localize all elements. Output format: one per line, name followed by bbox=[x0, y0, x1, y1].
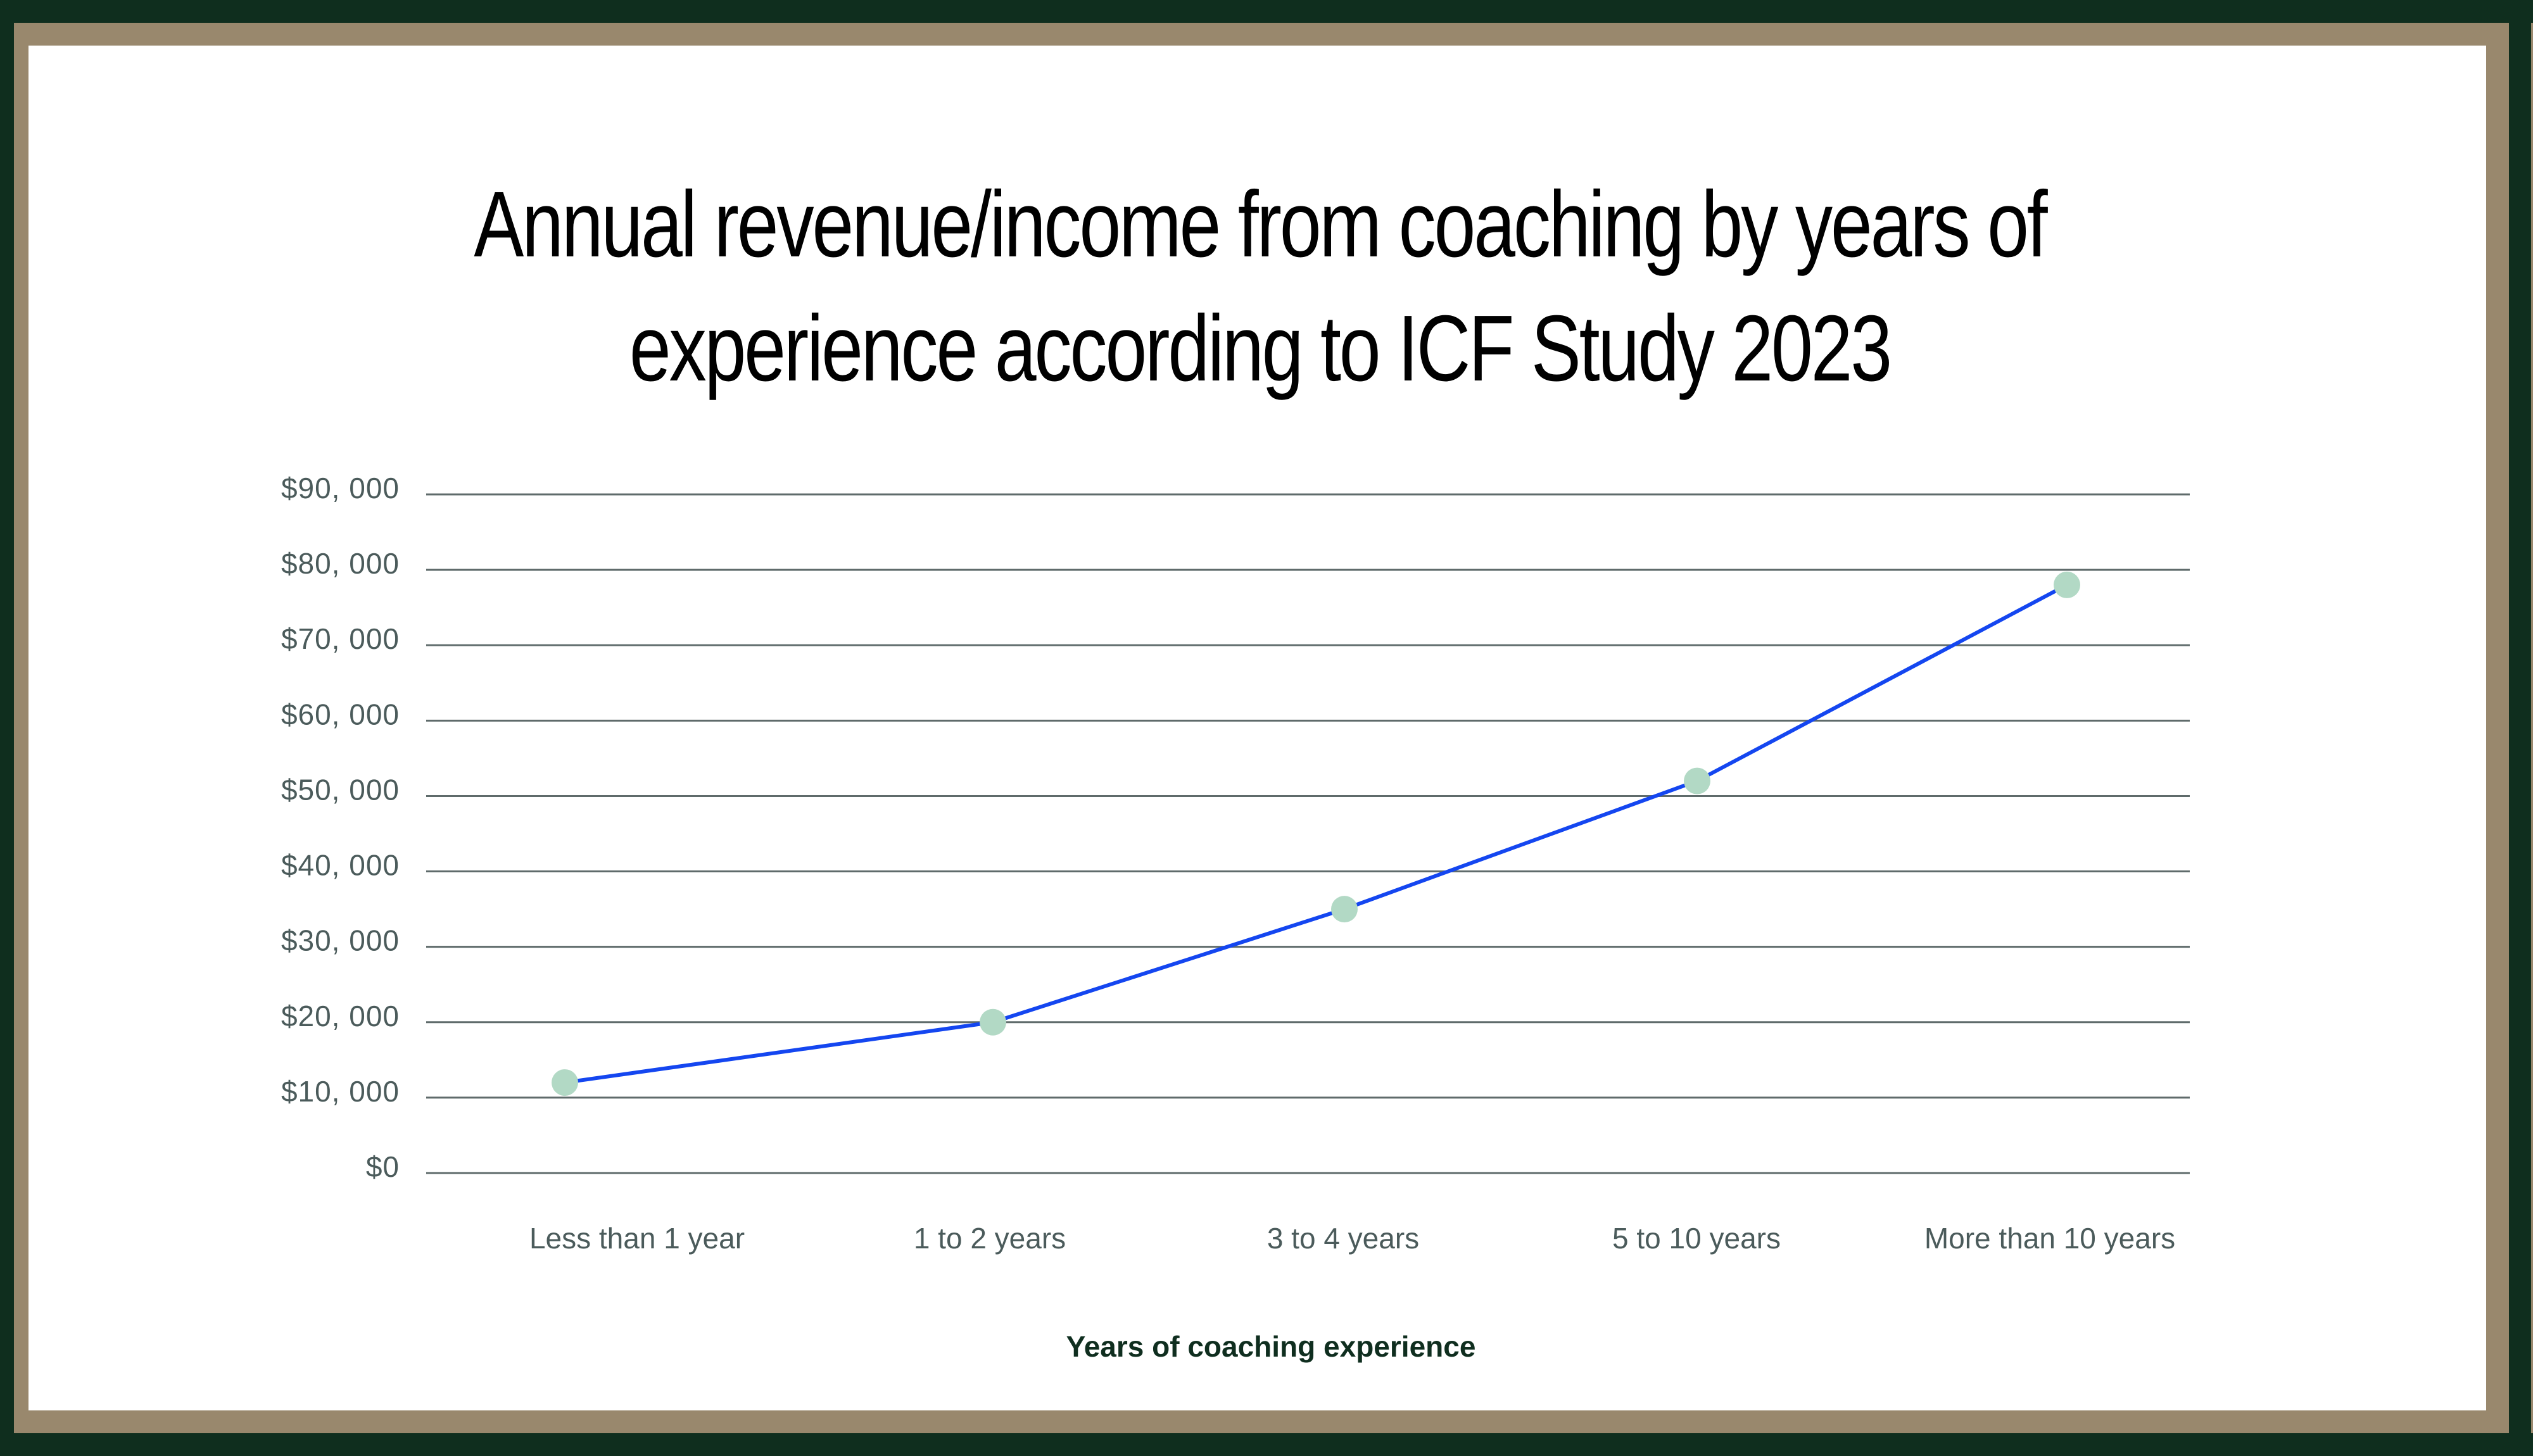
y-tick-label: $50, 000 bbox=[281, 773, 400, 806]
y-tick-label: $10, 000 bbox=[281, 1075, 400, 1108]
x-axis-title: Years of coaching experience bbox=[1066, 1330, 1476, 1363]
y-tick-label: $30, 000 bbox=[281, 924, 400, 957]
y-tick-label: $90, 000 bbox=[281, 472, 400, 505]
data-point-marker bbox=[2054, 571, 2080, 598]
data-point-marker bbox=[1331, 896, 1358, 923]
data-point-marker bbox=[1684, 767, 1710, 794]
chart-title-line-2: experience according to ICF Study 2023 bbox=[629, 296, 1892, 401]
gridlines bbox=[426, 493, 2190, 1174]
chart-title-line-1: Annual revenue/income from coaching by y… bbox=[474, 172, 2047, 277]
data-point-markers bbox=[552, 571, 2080, 1096]
x-axis-tick-labels: Less than 1 year 1 to 2 years 3 to 4 years… bbox=[529, 1222, 2175, 1255]
x-tick-label: 5 to 10 years bbox=[1612, 1222, 1781, 1255]
x-tick-label: 3 to 4 years bbox=[1267, 1222, 1419, 1255]
y-tick-label: $20, 000 bbox=[281, 1000, 400, 1032]
chart-canvas: Annual revenue/income from coaching by y… bbox=[28, 46, 2486, 1410]
y-axis-tick-labels: $0 $10, 000 $20, 000 $30, 000 $40, 000 $50, 0… bbox=[281, 472, 400, 1183]
series-line bbox=[563, 582, 2069, 1085]
x-tick-label: Less than 1 year bbox=[529, 1222, 745, 1255]
y-tick-label: $40, 000 bbox=[281, 849, 400, 882]
data-point-marker bbox=[980, 1008, 1006, 1036]
y-tick-label: $0 bbox=[366, 1150, 400, 1183]
x-tick-label: More than 10 years bbox=[1924, 1222, 2175, 1255]
data-point-marker bbox=[552, 1069, 578, 1096]
line-chart: $0 $10, 000 $20, 000 $30, 000 $40, 000 $50, 0… bbox=[281, 472, 2190, 1363]
chart-title: Annual revenue/income from coaching by y… bbox=[277, 163, 2243, 411]
y-tick-label: $80, 000 bbox=[281, 547, 400, 580]
y-tick-label: $70, 000 bbox=[281, 622, 400, 655]
x-tick-label: 1 to 2 years bbox=[914, 1222, 1066, 1255]
edge-sliver bbox=[2531, 23, 2533, 1433]
y-tick-label: $60, 000 bbox=[281, 698, 400, 731]
